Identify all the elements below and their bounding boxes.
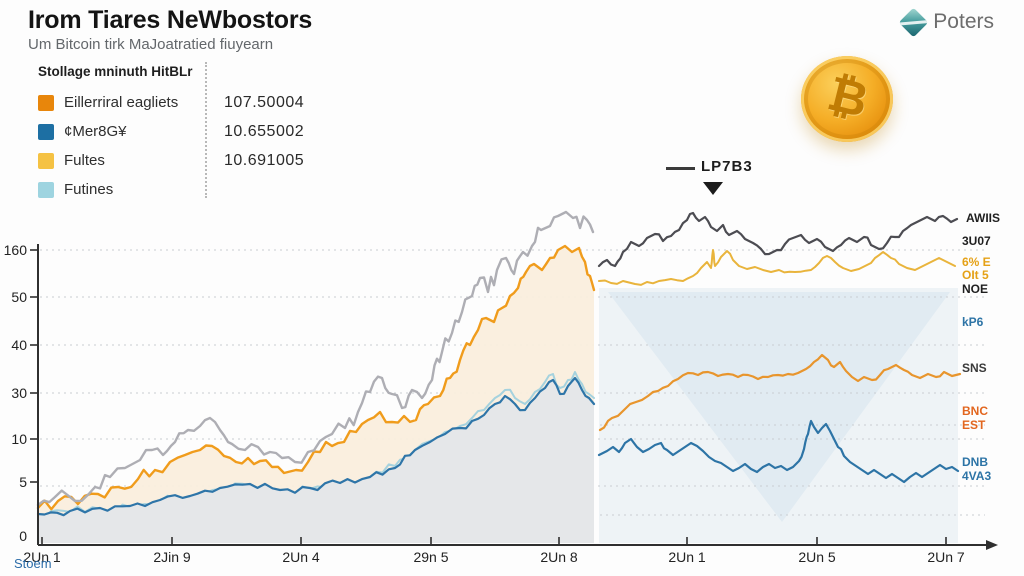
legend-swatch (38, 181, 54, 198)
x-tick-label: 2Un 1 (668, 549, 706, 565)
footer-note: Stoem (14, 556, 52, 571)
annotation-arrow-down-icon (703, 182, 723, 195)
brand-diamond-icon (898, 7, 929, 37)
watermark-triangle (608, 292, 950, 522)
y-tick-label: 160 (4, 242, 28, 258)
legend-item-1: Eillerriral eagliets (38, 88, 178, 117)
series-left-orange (36, 244, 596, 511)
right-series-label: kP6 (962, 315, 984, 329)
x-axis-arrow-icon (986, 540, 998, 550)
legend-item-3: Fultes (38, 146, 178, 175)
x-tick-label: 2Un 1 (23, 549, 61, 565)
legend-item-4: Futines (38, 175, 178, 204)
series-left-blue (36, 376, 596, 517)
y-tick-label: 5 (19, 474, 27, 490)
legend-value: 10.655002 (224, 122, 305, 140)
series-left-gray (36, 210, 595, 507)
x-tick-label: 2Jin 9 (153, 549, 191, 565)
right-series-label: BNC (962, 404, 988, 418)
legend-items: Eillerriral eagliets ¢Mer8G¥ Fultes Futines (38, 88, 178, 204)
legend-item-label: Fultes (64, 152, 105, 169)
annotation-pointer-line (666, 167, 695, 170)
legend-swatch (38, 152, 54, 169)
legend-item-label: Eillerriral eagliets (64, 94, 179, 111)
legend-header: Stollage mninuth HitBLr (38, 64, 193, 79)
right-series-label: EST (962, 418, 986, 432)
y-tick-label: 40 (11, 337, 27, 353)
x-tick-label: 2Un 7 (927, 549, 965, 565)
right-series-label: NOE (962, 282, 988, 296)
right-series-label: DNB (962, 455, 988, 469)
right-series-label: OIt 5 (962, 268, 989, 282)
x-tick-label: 2Un 4 (282, 549, 320, 565)
legend-item-label: Futines (64, 181, 114, 198)
right-series-label: 4VA3 (962, 469, 991, 483)
annotation-label: LP7B3 (701, 158, 753, 175)
legend-item-label: ¢Mer8G¥ (64, 123, 127, 140)
y-tick-label: 50 (11, 289, 27, 305)
brand-logo: Poters (898, 7, 994, 37)
series-right-dark (597, 211, 959, 268)
legend-swatch (38, 123, 54, 140)
legend-values: 107.50004 10.655002 10.691005 (224, 88, 304, 175)
bitcoin-coin-icon: ₿ (801, 56, 893, 142)
bitcoin-symbol: ₿ (822, 65, 875, 130)
right-series-label: 6% E (962, 255, 991, 269)
series-right-yellow (598, 249, 956, 286)
y-tick-label: 10 (11, 431, 27, 447)
brand-name: Poters (933, 10, 994, 33)
legend-value: 10.691005 (224, 151, 305, 169)
right-series-label: SNS (962, 361, 987, 375)
x-tick-label: 2Un 8 (540, 549, 578, 565)
x-tick-label: 29n 5 (413, 549, 448, 565)
series-right-midorange (598, 353, 962, 432)
series-right-blue (597, 419, 960, 484)
page-title: Irom Tiares NeWbostors (28, 6, 313, 34)
x-tick-label: 2Un 5 (798, 549, 836, 565)
y-tick-label: 30 (11, 385, 27, 401)
area-left-blue-area (38, 378, 594, 543)
right-series-label: AWIIS (966, 211, 1000, 225)
legend-swatch (38, 94, 54, 111)
page-subtitle: Um Bitcoin tirk MaJoatratied fiuyearn (28, 36, 274, 53)
right-series-label: 3U07 (962, 234, 991, 248)
legend-item-2: ¢Mer8G¥ (38, 117, 178, 146)
legend-separator (205, 62, 207, 198)
legend-value: 107.50004 (224, 93, 305, 111)
y-tick-label: 0 (19, 528, 27, 544)
